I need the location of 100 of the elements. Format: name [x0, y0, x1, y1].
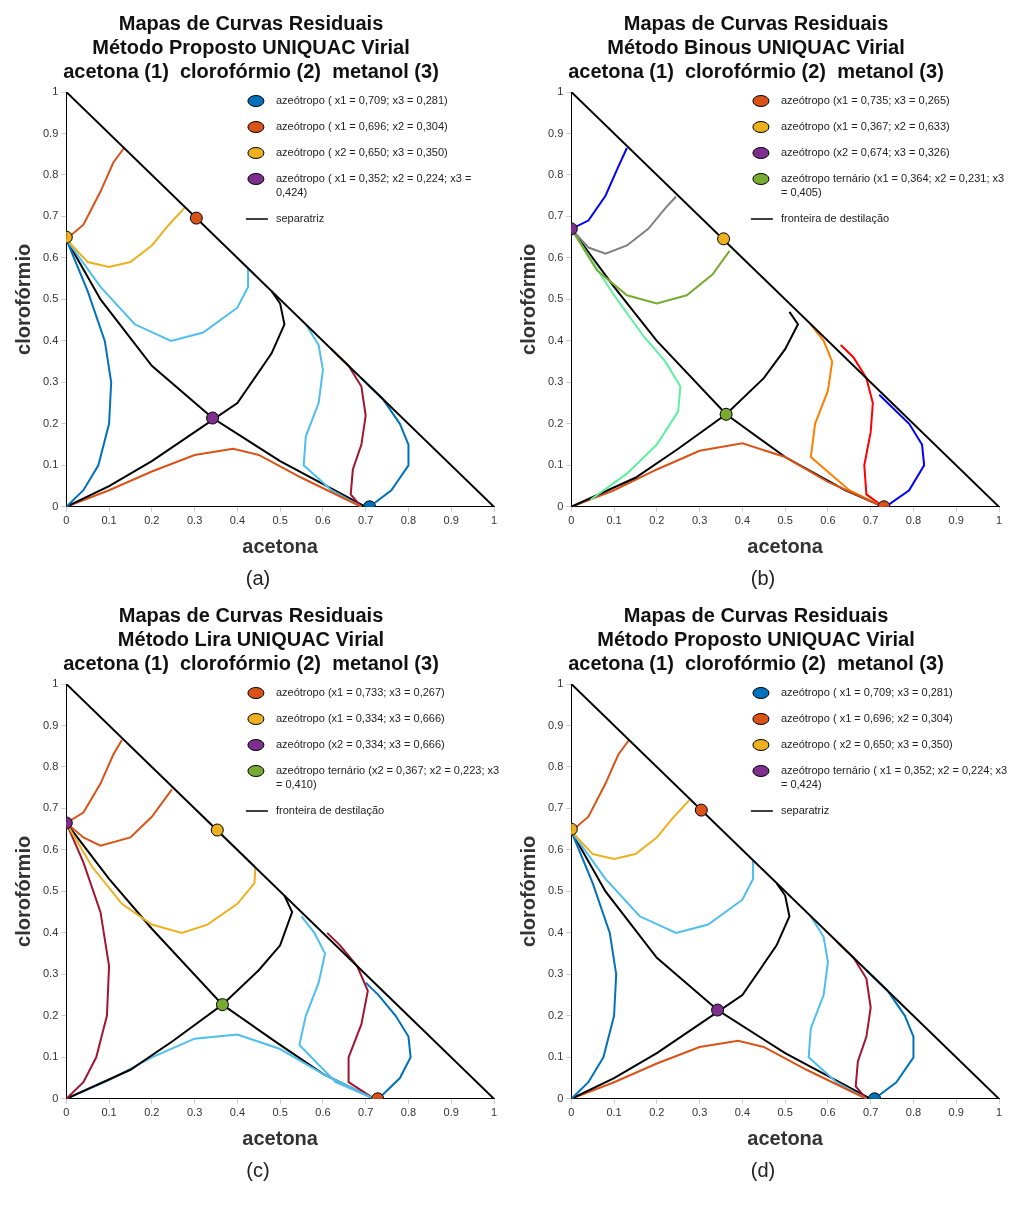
x-tick-label: 0.1 [606, 1106, 622, 1119]
y-tick-label: 0.1 [547, 458, 564, 471]
legend-label: azeótropo ternário (x2 = 0,367; x2 = 0,223; x3 = 0,410) [275, 764, 500, 791]
y-tick-label: 0.8 [42, 167, 59, 180]
x-tick-label: 0.4 [734, 514, 751, 527]
y-tick-label: 0.6 [547, 250, 564, 263]
legend-label: fronteira de destilação [780, 212, 890, 225]
y-tick-label: 0.2 [547, 416, 564, 429]
x-tick-label: 0.9 [443, 1106, 459, 1119]
x-axis-title: acetona [242, 534, 319, 557]
x-tick-label: 0.3 [691, 1106, 708, 1119]
x-tick-label: 0.5 [777, 514, 793, 527]
y-axis-title: clorofórmio [11, 243, 34, 355]
y-tick-label: 1 [557, 85, 564, 98]
chart-title: Mapas de Curvas Residuais Método Binous UNIQUAC Virial acetona (1) clorofórmio (2) metanol (3) [568, 11, 944, 82]
x-tick-label: 0 [63, 1106, 70, 1119]
y-tick-label: 0.2 [42, 416, 59, 429]
legend-label: azeótropo (x1 = 0,367; x2 = 0,633) [780, 120, 950, 133]
x-tick-label: 0.7 [863, 514, 879, 527]
legend-label: azeótropo ( x1 = 0,696; x2 = 0,304) [275, 120, 448, 133]
x-axis-title: acetona [747, 1126, 824, 1149]
x-tick-label: 1 [490, 1106, 498, 1119]
legend-label: azeótropo ( x1 = 0,696; x2 = 0,304) [780, 712, 953, 725]
y-axis-title: clorofórmio [516, 243, 539, 355]
x-tick-label: 0.8 [905, 1106, 922, 1119]
legend-label: azeótropo (x2 = 0,674; x3 = 0,326) [780, 146, 950, 159]
y-tick-label: 0.1 [42, 458, 59, 471]
x-tick-label: 0.3 [186, 514, 203, 527]
x-tick-label: 0 [63, 514, 70, 527]
x-tick-label: 0.1 [606, 514, 622, 527]
legend-label: separatriz [780, 804, 830, 817]
y-tick-label: 0 [557, 1091, 564, 1104]
x-tick-label: 0.4 [734, 1106, 751, 1119]
x-tick-label: 0.7 [863, 1106, 879, 1119]
x-tick-label: 0.1 [101, 1106, 117, 1119]
x-tick-label: 0 [568, 514, 575, 527]
y-tick-label: 0.3 [547, 375, 564, 388]
y-tick-label: 0.1 [42, 1050, 59, 1063]
legend-label: azeótropo ( x1 = 0,352; x2 = 0,224; x3 = 0,424) [275, 172, 472, 199]
legend-label: azeótropo (x1 = 0,733; x3 = 0,267) [275, 686, 445, 699]
x-tick-label: 0.5 [777, 1106, 793, 1119]
x-tick-label: 0.8 [400, 1106, 417, 1119]
x-tick-label: 0.8 [400, 514, 417, 527]
legend-label: azeótropo (x1 = 0,735; x3 = 0,265) [780, 94, 950, 107]
x-tick-label: 0.2 [144, 514, 160, 527]
x-tick-label: 1 [995, 1106, 1003, 1119]
y-tick-label: 0.4 [42, 925, 59, 938]
y-tick-label: 0.5 [547, 292, 564, 305]
legend-label: separatriz [275, 212, 325, 225]
x-tick-label: 0.6 [820, 1106, 836, 1119]
legend-label: azeótropo (x2 = 0,334; x3 = 0,666) [275, 738, 445, 751]
y-tick-label: 0.5 [42, 884, 59, 897]
y-tick-label: 0.7 [42, 801, 59, 814]
x-tick-label: 0.8 [905, 514, 922, 527]
chart-title: Mapas de Curvas Residuais Método Proposto UNIQUAC Virial acetona (1) clorofórmio (2) metanol (3) [568, 603, 944, 674]
y-tick-label: 0.7 [42, 209, 59, 222]
y-tick-label: 0.6 [547, 842, 564, 855]
x-tick-label: 0.4 [229, 1106, 246, 1119]
legend-label: azeótropo ( x1 = 0,709; x3 = 0,281) [780, 686, 953, 699]
x-tick-label: 0.9 [443, 514, 459, 527]
x-tick-label: 0.5 [272, 514, 288, 527]
y-axis-title: clorofórmio [11, 835, 34, 947]
x-tick-label: 0.3 [186, 1106, 203, 1119]
y-tick-label: 1 [52, 85, 59, 98]
y-tick-label: 1 [52, 677, 59, 690]
legend-label: azeótropo (x1 = 0,334; x3 = 0,666) [275, 712, 445, 725]
y-axis-title: clorofórmio [516, 835, 539, 947]
x-tick-label: 0.6 [315, 514, 331, 527]
x-tick-label: 0.4 [229, 514, 246, 527]
x-tick-label: 0.7 [358, 514, 374, 527]
legend-label: azeótropo ternário ( x1 = 0,352; x2 = 0,224; x3 = 0,424) [780, 764, 1008, 791]
y-tick-label: 1 [557, 677, 564, 690]
legend-label: azeótropo ( x1 = 0,709; x3 = 0,281) [275, 94, 448, 107]
text: (c) [246, 1159, 270, 1182]
y-tick-label: 0.9 [547, 718, 564, 731]
y-tick-label: 0.6 [42, 842, 59, 855]
y-tick-label: 0.9 [42, 718, 59, 731]
y-tick-label: 0 [52, 499, 59, 512]
x-tick-label: 0.2 [649, 514, 665, 527]
x-tick-label: 0.2 [144, 1106, 160, 1119]
y-tick-label: 0.5 [547, 884, 564, 897]
x-tick-label: 0.7 [358, 1106, 374, 1119]
legend-label: azeótropo ternário (x1 = 0,364; x2 = 0,231; x3 = 0,405) [780, 172, 1005, 199]
text: (a) [245, 567, 271, 590]
y-tick-label: 0.2 [547, 1008, 564, 1021]
x-tick-label: 1 [995, 514, 1003, 527]
x-tick-label: 0.9 [948, 514, 964, 527]
x-axis-title: acetona [747, 534, 824, 557]
chart-title: Mapas de Curvas Residuais Método Proposto UNIQUAC Virial acetona (1) clorofórmio (2) metanol (3) [63, 11, 439, 82]
x-tick-label: 0 [568, 1106, 575, 1119]
x-tick-label: 0.6 [820, 514, 836, 527]
y-tick-label: 0.2 [42, 1008, 59, 1021]
x-tick-label: 0.2 [649, 1106, 665, 1119]
y-tick-label: 0.5 [42, 292, 59, 305]
y-tick-label: 0.7 [547, 801, 564, 814]
x-tick-label: 0.3 [691, 514, 708, 527]
y-tick-label: 0.8 [42, 759, 59, 772]
text: (d) [750, 1159, 776, 1182]
x-axis-title: acetona [242, 1126, 319, 1149]
x-tick-label: 0.6 [315, 1106, 331, 1119]
